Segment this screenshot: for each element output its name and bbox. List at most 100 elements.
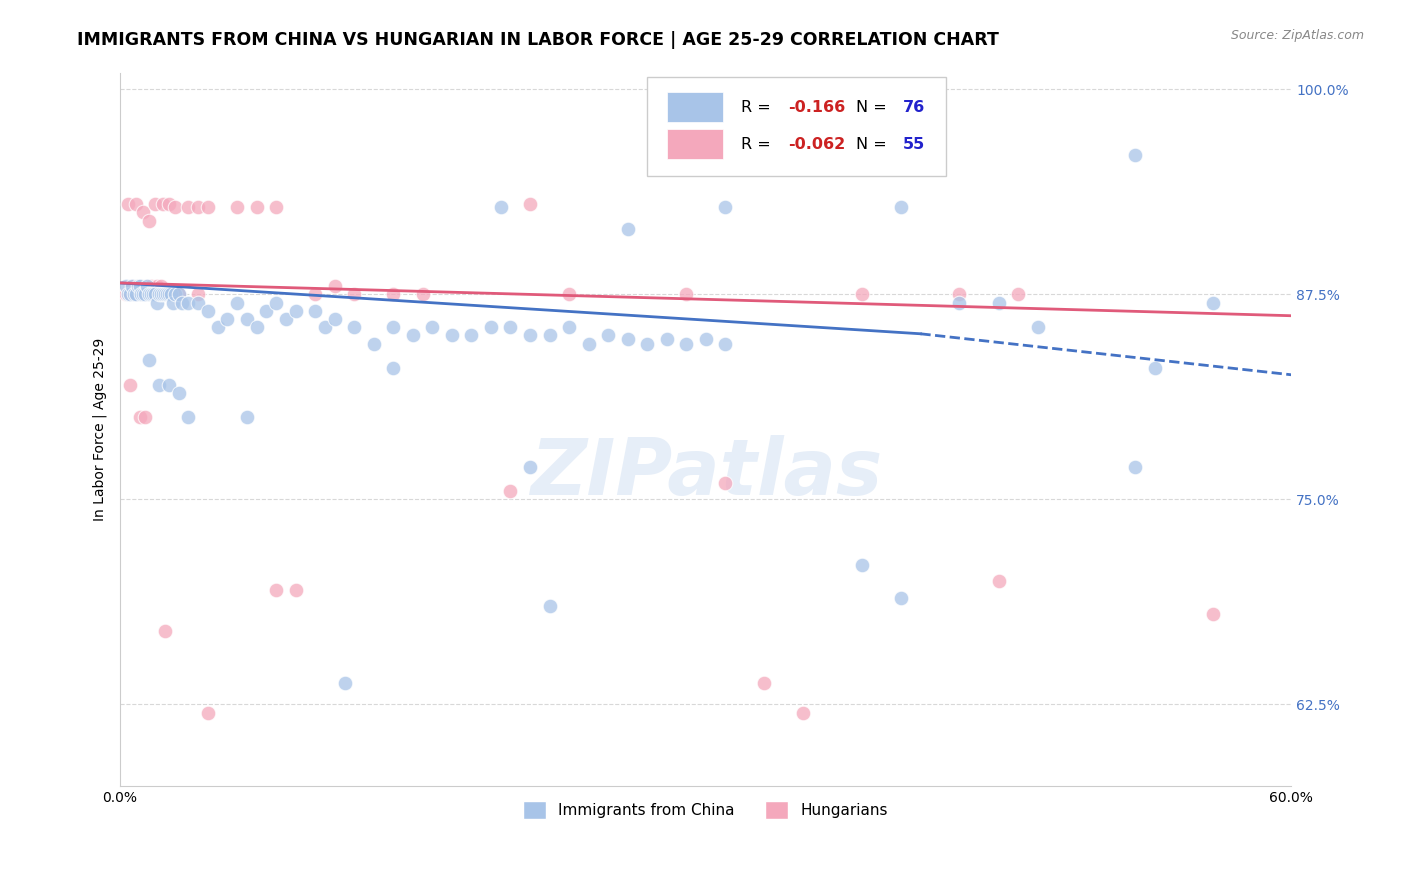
- Point: [136, 279, 159, 293]
- Point: [146, 295, 169, 310]
- Point: [948, 295, 970, 310]
- Point: [987, 574, 1010, 589]
- Point: [132, 205, 155, 219]
- Point: [141, 287, 163, 301]
- Point: [128, 279, 150, 293]
- Point: [132, 287, 155, 301]
- Point: [124, 197, 146, 211]
- Point: [153, 287, 176, 301]
- Point: [146, 279, 169, 293]
- Point: [538, 328, 561, 343]
- Point: [304, 303, 326, 318]
- Point: [264, 582, 287, 597]
- Point: [264, 201, 287, 215]
- Point: [150, 287, 173, 301]
- Text: -0.062: -0.062: [787, 136, 845, 152]
- Point: [343, 320, 366, 334]
- Point: [558, 287, 581, 301]
- Point: [714, 476, 737, 491]
- Point: [177, 201, 200, 215]
- Point: [246, 201, 269, 215]
- Text: 55: 55: [903, 136, 925, 152]
- Point: [792, 706, 814, 720]
- Point: [152, 287, 174, 301]
- Point: [138, 287, 160, 301]
- FancyBboxPatch shape: [666, 129, 723, 160]
- Point: [163, 287, 186, 301]
- Point: [115, 279, 138, 293]
- Point: [172, 295, 194, 310]
- Point: [382, 320, 405, 334]
- Text: -0.166: -0.166: [787, 100, 845, 115]
- Point: [284, 582, 307, 597]
- Point: [236, 312, 259, 326]
- Point: [131, 287, 153, 301]
- Point: [714, 201, 737, 215]
- Point: [128, 410, 150, 425]
- FancyBboxPatch shape: [666, 92, 723, 122]
- Point: [519, 197, 541, 211]
- Point: [177, 410, 200, 425]
- Point: [150, 279, 173, 293]
- Point: [187, 201, 209, 215]
- Point: [323, 279, 346, 293]
- Point: [148, 287, 170, 301]
- Point: [851, 558, 873, 572]
- Point: [754, 676, 776, 690]
- Point: [578, 336, 600, 351]
- Point: [460, 328, 482, 343]
- Point: [489, 201, 512, 215]
- Point: [343, 287, 366, 301]
- Point: [167, 385, 190, 400]
- Point: [304, 287, 326, 301]
- Y-axis label: In Labor Force | Age 25-29: In Labor Force | Age 25-29: [93, 338, 107, 521]
- Point: [1123, 148, 1146, 162]
- Point: [118, 377, 141, 392]
- Point: [412, 287, 434, 301]
- Point: [162, 295, 184, 310]
- Text: Source: ZipAtlas.com: Source: ZipAtlas.com: [1230, 29, 1364, 42]
- Point: [519, 328, 541, 343]
- Point: [141, 279, 163, 293]
- Point: [284, 303, 307, 318]
- Point: [333, 676, 356, 690]
- Point: [121, 279, 143, 293]
- Point: [948, 287, 970, 301]
- Point: [1202, 607, 1225, 622]
- Point: [207, 320, 229, 334]
- Point: [124, 287, 146, 301]
- Point: [675, 336, 697, 351]
- Point: [159, 287, 181, 301]
- Point: [655, 332, 678, 346]
- Point: [156, 287, 179, 301]
- Point: [274, 312, 297, 326]
- Point: [152, 197, 174, 211]
- Point: [143, 197, 166, 211]
- Point: [1007, 287, 1029, 301]
- Point: [134, 287, 156, 301]
- Point: [121, 279, 143, 293]
- Point: [890, 591, 912, 605]
- Point: [132, 287, 155, 301]
- Point: [152, 287, 174, 301]
- Point: [772, 148, 794, 162]
- Text: 76: 76: [903, 100, 925, 115]
- Point: [382, 287, 405, 301]
- Point: [167, 287, 190, 301]
- Point: [519, 459, 541, 474]
- Text: N =: N =: [856, 100, 891, 115]
- Point: [596, 328, 619, 343]
- Point: [153, 624, 176, 638]
- Point: [117, 287, 139, 301]
- Legend: Immigrants from China, Hungarians: Immigrants from China, Hungarians: [517, 796, 894, 825]
- Point: [197, 201, 219, 215]
- Point: [402, 328, 425, 343]
- Text: ZIPatlas: ZIPatlas: [530, 434, 882, 510]
- Point: [382, 361, 405, 376]
- Point: [440, 328, 463, 343]
- Point: [264, 295, 287, 310]
- Text: N =: N =: [856, 136, 891, 152]
- Point: [363, 336, 385, 351]
- Point: [118, 287, 141, 301]
- Point: [127, 279, 149, 293]
